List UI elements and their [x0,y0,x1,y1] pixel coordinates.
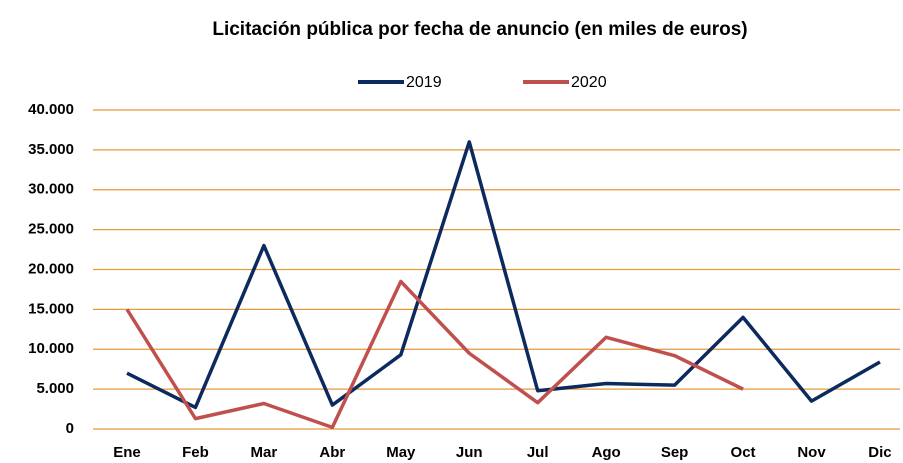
y-tick-label: 15.000 [28,300,74,317]
y-tick-label: 0 [66,420,74,437]
x-tick-label: Abr [319,444,345,461]
x-tick-label: Jun [456,444,483,461]
line-series [125,279,744,430]
y-tick-label: 20.000 [28,260,74,277]
y-tick-label: 35.000 [28,141,74,158]
y-tick-label: 5.000 [36,380,74,397]
y-tick-label: 10.000 [28,340,74,357]
x-tick-label: Ago [592,444,621,461]
x-tick-label: May [386,444,416,461]
legend-label: 2019 [406,74,442,91]
legend-label: 2020 [571,74,607,91]
x-tick-label: Feb [182,444,209,461]
x-tick-label: Jul [527,444,549,461]
y-tick-label: 40.000 [28,101,74,118]
x-tick-label: Nov [797,444,826,461]
y-tick-label: 30.000 [28,181,74,198]
x-tick-label: Dic [868,444,891,461]
y-tick-label: 25.000 [28,221,74,238]
x-tick-label: Oct [731,444,756,461]
chart-title: Licitación pública por fecha de anuncio … [212,19,747,40]
line-series [126,140,881,410]
x-tick-label: Ene [113,444,141,461]
x-tick-label: Sep [661,444,689,461]
x-tick-label: Mar [251,444,278,461]
